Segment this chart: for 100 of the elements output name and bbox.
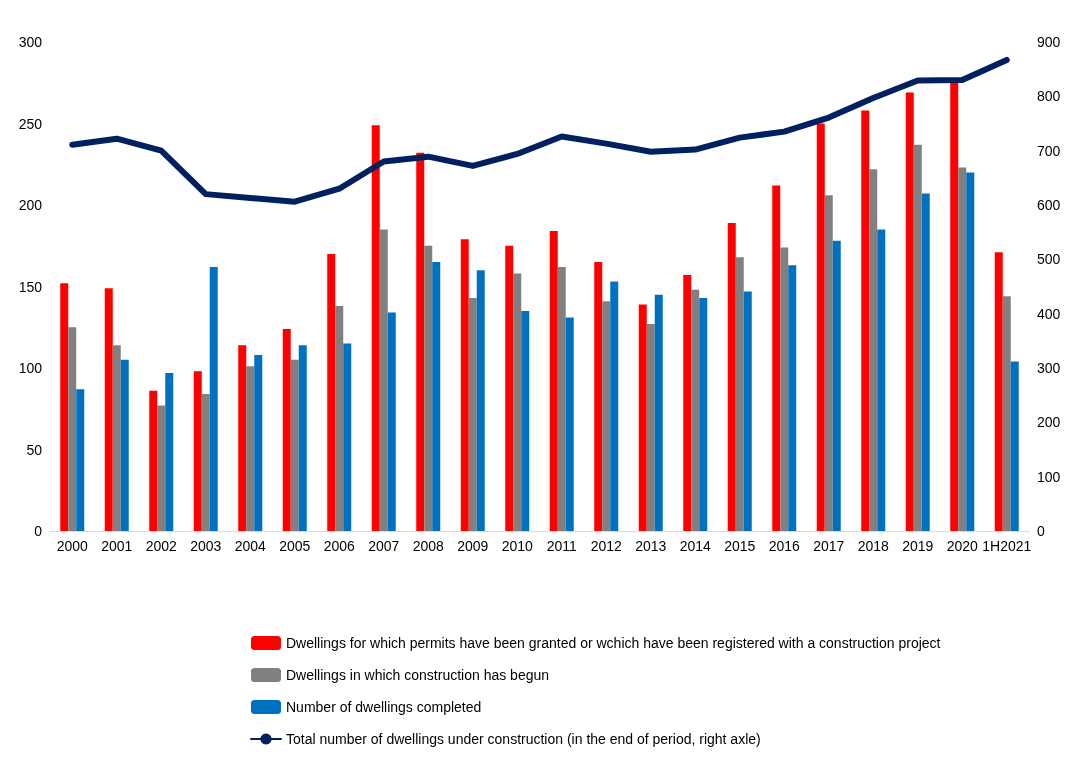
bar (654, 294, 663, 531)
bar (476, 270, 485, 531)
legend-label: Number of dwellings completed (286, 699, 482, 715)
x-tick-label: 2001 (101, 538, 133, 554)
bar (950, 81, 959, 531)
bar (549, 231, 558, 531)
x-tick-label: 2018 (857, 538, 890, 554)
y-tick-label: 200 (18, 197, 43, 213)
bar (557, 266, 566, 531)
bar (416, 152, 425, 531)
bar (282, 328, 291, 531)
y-tick-label: 0 (34, 523, 43, 539)
bar (120, 359, 129, 531)
bar (602, 301, 611, 531)
x-tick-label: 1H2021 (982, 538, 1032, 554)
bar (343, 343, 352, 531)
x-tick-label: 2017 (813, 538, 845, 554)
y2-tick-label: 900 (1037, 34, 1061, 50)
bar (432, 262, 441, 531)
bar (327, 253, 336, 531)
bar (610, 281, 619, 531)
y-tick-label: 100 (18, 360, 43, 376)
bar (460, 239, 469, 531)
x-tick-label: 2014 (679, 538, 712, 554)
x-tick-label: 2011 (546, 538, 578, 554)
x-tick-label: 2006 (323, 538, 356, 554)
bar (201, 394, 210, 531)
bar (594, 262, 603, 531)
bar (683, 275, 692, 531)
bar (699, 297, 708, 531)
y2-tick-label: 100 (1037, 468, 1061, 485)
bar (112, 345, 121, 531)
bar (735, 257, 744, 531)
bar (68, 327, 77, 531)
bar (387, 312, 396, 531)
bar (743, 291, 752, 531)
y2-tick-label: 500 (1037, 251, 1061, 268)
bar (1002, 296, 1011, 531)
legend-label: Dwellings in which construction has begun (286, 667, 550, 683)
x-tick-label: 2007 (368, 538, 400, 554)
x-tick-label: 2009 (457, 538, 489, 554)
y-tick-label: 50 (26, 441, 43, 458)
x-tick-label: 2015 (724, 538, 756, 554)
bar (157, 405, 166, 531)
y2-tick-label: 200 (1037, 414, 1061, 431)
bar (209, 266, 218, 531)
bar (104, 288, 113, 531)
bar (424, 245, 433, 531)
bar (646, 323, 655, 531)
y-tick-label: 150 (18, 278, 43, 295)
bar (772, 185, 781, 531)
bar (371, 125, 380, 531)
bar (505, 245, 514, 531)
bar (816, 123, 825, 531)
bar (513, 273, 522, 531)
bar (468, 297, 477, 531)
y2-tick-label: 800 (1037, 88, 1061, 105)
bar (824, 195, 833, 531)
bar (521, 310, 530, 531)
x-tick-label: 2010 (501, 538, 534, 554)
x-tick-label: 2003 (190, 538, 222, 554)
bar (290, 359, 299, 531)
bar (994, 252, 1003, 531)
x-tick-label: 2008 (412, 538, 445, 554)
bar (861, 110, 870, 531)
bar (788, 265, 797, 531)
bar (958, 167, 967, 531)
bar (921, 193, 930, 531)
bar (913, 144, 922, 531)
x-tick-label: 2019 (902, 538, 934, 554)
bar (238, 345, 247, 531)
x-tick-label: 2000 (56, 538, 89, 554)
x-tick-label: 2012 (590, 538, 623, 554)
bar (298, 345, 307, 531)
bar (565, 317, 574, 531)
bar (966, 172, 975, 531)
bar (691, 289, 700, 531)
legend-label: Dwellings for which permits have been granted or wchich have been registered with a construction project (286, 635, 941, 651)
bar (832, 240, 841, 531)
x-tick-label: 2020 (946, 538, 979, 554)
y2-tick-label: 400 (1037, 305, 1061, 322)
bar (727, 222, 736, 531)
bar (193, 371, 202, 531)
bar (869, 169, 878, 531)
y-tick-label: 250 (18, 115, 43, 132)
bar (877, 229, 886, 531)
bar (149, 390, 158, 531)
y2-tick-label: 300 (1037, 360, 1061, 376)
x-tick-label: 2016 (768, 538, 801, 554)
bar (780, 247, 789, 531)
x-tick-label: 2005 (279, 538, 311, 554)
y2-tick-label: 600 (1037, 197, 1061, 213)
y-tick-label: 300 (18, 34, 43, 50)
y2-tick-label: 700 (1037, 142, 1061, 159)
bar (246, 366, 255, 531)
x-tick-label: 2004 (234, 538, 267, 554)
x-tick-label: 2002 (145, 538, 178, 554)
bar (638, 304, 647, 531)
bar (76, 389, 85, 531)
x-tick-label: 2013 (635, 538, 667, 554)
